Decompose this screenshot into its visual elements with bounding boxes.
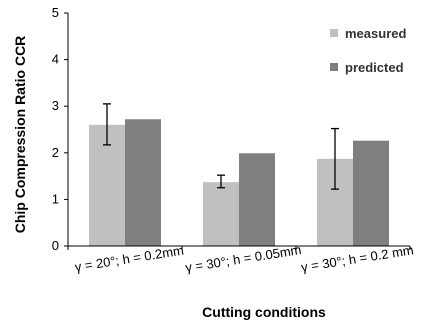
- y-tick-label: 4: [52, 52, 59, 67]
- y-tick-label: 2: [52, 145, 59, 160]
- x-category-label: γ = 20°; h = 0.2mm: [74, 243, 185, 275]
- x-category-label: γ = 30°; h = 0.05mm: [184, 242, 302, 275]
- error-bars-layer: [103, 103, 339, 190]
- legend-label-measured: measured: [345, 26, 406, 41]
- bars-layer: [89, 119, 389, 246]
- y-ticks: 0 1 2 3 4 5: [52, 5, 68, 253]
- bar-predicted-1: [125, 119, 161, 246]
- y-tick-label: 0: [52, 238, 59, 253]
- legend-label-predicted: predicted: [345, 60, 404, 75]
- y-tick-label: 5: [52, 5, 59, 20]
- legend-swatch-predicted: [330, 63, 338, 71]
- legend: measured predicted: [330, 26, 406, 75]
- axes-layer: [67, 13, 410, 247]
- bar-measured-2: [203, 182, 239, 246]
- x-category-label: γ = 30°; h = 0.2 mm: [300, 242, 415, 275]
- legend-swatch-measured: [330, 29, 338, 37]
- y-axis-title: Chip Compression Ratio CCR: [12, 36, 28, 234]
- x-axis-title: Cutting conditions: [202, 304, 326, 320]
- bar-predicted-3: [353, 140, 389, 246]
- y-tick-label: 1: [52, 191, 59, 206]
- bar-predicted-2: [239, 153, 275, 246]
- y-tick-label: 3: [52, 98, 59, 113]
